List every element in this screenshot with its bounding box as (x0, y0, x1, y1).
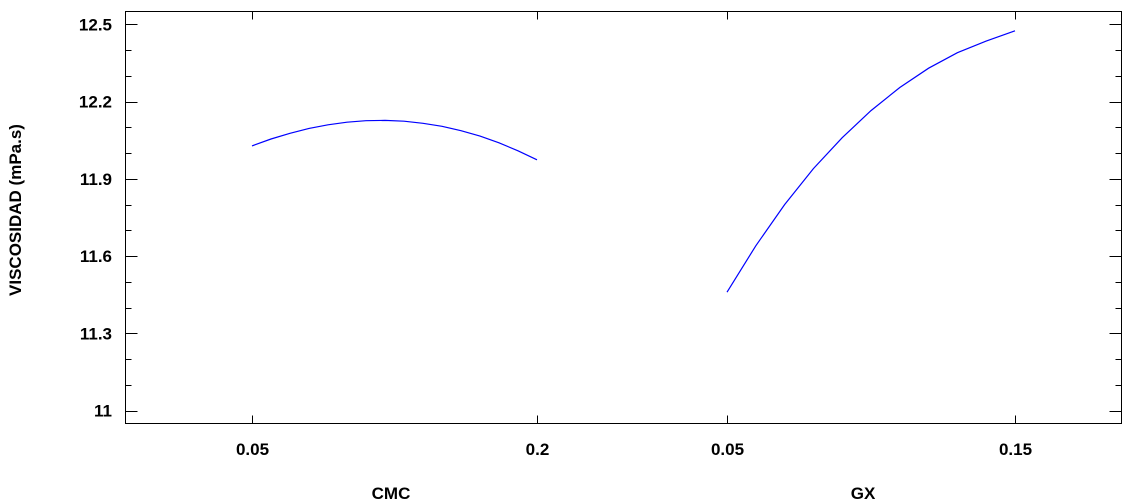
x-tick-label: 0.2 (526, 440, 550, 459)
y-axis-label: VISCOSIDAD (mPa.s) (6, 124, 25, 296)
y-tick-label: 11.9 (80, 170, 112, 189)
x-axis-ticks: 0.05 0.2 0.05 0.15 (236, 11, 1032, 459)
series-line-gx (726, 30, 1016, 293)
series-line-cmc (251, 119, 538, 161)
y-tick-label: 11 (94, 402, 112, 421)
x-tick-label: 0.15 (999, 440, 1032, 459)
y-tick-label: 12.5 (79, 15, 112, 34)
x-tick-label: 0.05 (711, 440, 744, 459)
series-layer (251, 30, 1016, 293)
x-axis-label-gx: GX (851, 484, 876, 503)
y-tick-label: 12.2 (79, 93, 112, 112)
y-tick-label: 11.3 (80, 324, 112, 343)
plot-frame (125, 11, 1122, 424)
x-tick-label: 0.05 (236, 440, 269, 459)
y-tick-label: 11.6 (80, 247, 112, 266)
x-axis-label-cmc: CMC (372, 484, 411, 503)
y-axis-ticks: 11 11.3 11.6 11.9 12.2 12.5 (79, 15, 1122, 421)
